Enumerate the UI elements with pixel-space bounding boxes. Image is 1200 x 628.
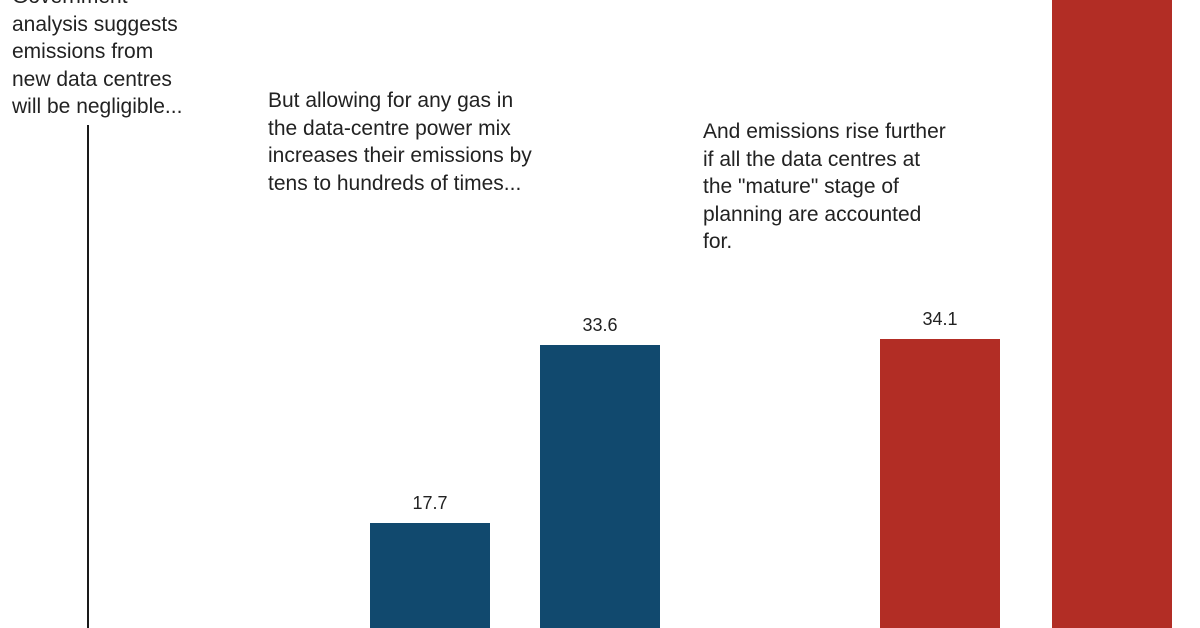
bar [880, 339, 1000, 628]
annotation-mature: And emissions rise further if all the da… [703, 120, 946, 253]
annotation-negligible: Government analysis suggests emissions f… [12, 0, 183, 118]
bar [370, 523, 490, 628]
annotation-gas-mix: But allowing for any gas in the data-cen… [268, 89, 532, 195]
bar-value-label: 17.7 [412, 493, 448, 513]
annotation-leader-line [87, 125, 89, 628]
bar [1052, 0, 1172, 628]
bar-value-label: 33.6 [582, 315, 618, 335]
bar [540, 345, 660, 628]
bar-value-label: 34.1 [922, 309, 958, 329]
